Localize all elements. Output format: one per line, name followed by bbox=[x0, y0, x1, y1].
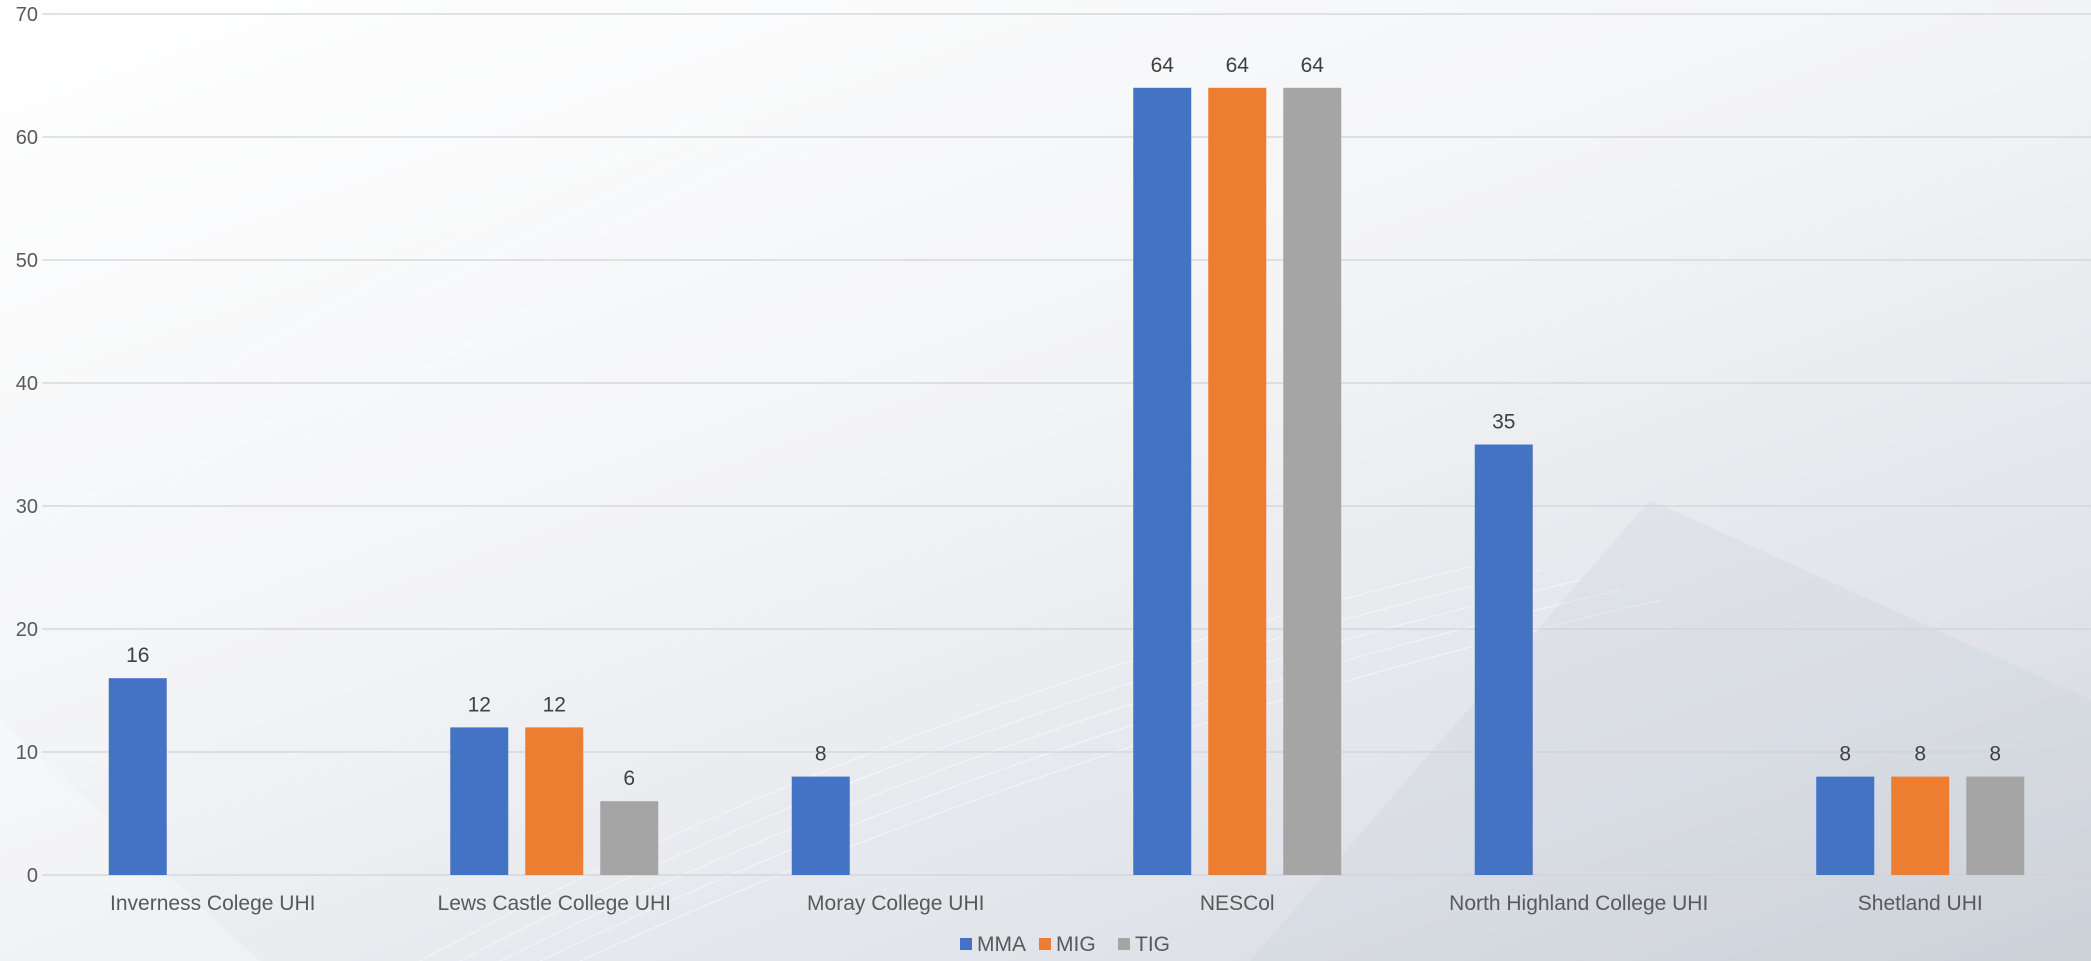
x-axis-ticks: Inverness Colege UHI Lews Castle College … bbox=[110, 892, 1983, 915]
legend-swatch-tig bbox=[1118, 938, 1130, 950]
y-tick-label: 0 bbox=[27, 865, 38, 887]
bar-mma bbox=[1133, 87, 1192, 876]
y-tick-label: 10 bbox=[16, 742, 38, 764]
bar-tig bbox=[600, 801, 659, 875]
bar-mig bbox=[525, 727, 584, 875]
data-label: 64 bbox=[1301, 54, 1325, 77]
bar-mig bbox=[1208, 87, 1267, 876]
x-tick-label: Inverness Colege UHI bbox=[110, 892, 315, 915]
legend-swatch-mma bbox=[960, 938, 972, 950]
x-tick-label: Lews Castle College UHI bbox=[438, 892, 671, 915]
x-tick-label: Shetland UHI bbox=[1858, 892, 1983, 915]
y-tick-label: 70 bbox=[16, 4, 38, 26]
gridlines bbox=[42, 13, 2091, 876]
bar-mma bbox=[450, 727, 509, 875]
data-label: 12 bbox=[543, 693, 566, 716]
bar-mma bbox=[1816, 776, 1875, 875]
data-label: 64 bbox=[1151, 54, 1175, 77]
data-label: 8 bbox=[1914, 743, 1926, 766]
legend: MMA MIG TIG bbox=[960, 933, 1170, 956]
y-tick-label: 40 bbox=[16, 373, 38, 395]
data-label: 8 bbox=[1989, 743, 2001, 766]
bar-mma bbox=[1474, 444, 1533, 875]
data-label: 35 bbox=[1492, 411, 1515, 434]
legend-swatch-mig bbox=[1039, 938, 1051, 950]
bar-tig bbox=[1283, 87, 1342, 876]
data-label: 12 bbox=[468, 693, 491, 716]
data-labels: 16 12 12 6 8 64 64 64 35 8 8 8 bbox=[126, 54, 2001, 790]
data-label: 64 bbox=[1226, 54, 1250, 77]
data-label: 8 bbox=[815, 743, 827, 766]
y-axis-ticks: 0 10 20 30 40 50 60 70 bbox=[16, 4, 38, 887]
y-tick-label: 30 bbox=[16, 496, 38, 518]
x-tick-label: NESCol bbox=[1200, 892, 1275, 915]
bar-mig bbox=[1891, 776, 1950, 875]
bar-mma bbox=[791, 776, 850, 875]
y-tick-label: 60 bbox=[16, 127, 38, 149]
bar-tig bbox=[1966, 776, 2025, 875]
bar-mma bbox=[108, 678, 167, 875]
x-tick-label: North Highland College UHI bbox=[1449, 892, 1708, 915]
x-tick-label: Moray College UHI bbox=[807, 892, 984, 915]
legend-label-mma: MMA bbox=[977, 933, 1026, 956]
y-tick-label: 20 bbox=[16, 619, 38, 641]
data-label: 8 bbox=[1839, 743, 1851, 766]
bars bbox=[108, 87, 2025, 876]
legend-label-mig: MIG bbox=[1056, 933, 1096, 956]
y-tick-label: 50 bbox=[16, 250, 38, 272]
legend-label-tig: TIG bbox=[1135, 933, 1170, 956]
data-label: 16 bbox=[126, 644, 149, 667]
data-label: 6 bbox=[623, 767, 635, 790]
